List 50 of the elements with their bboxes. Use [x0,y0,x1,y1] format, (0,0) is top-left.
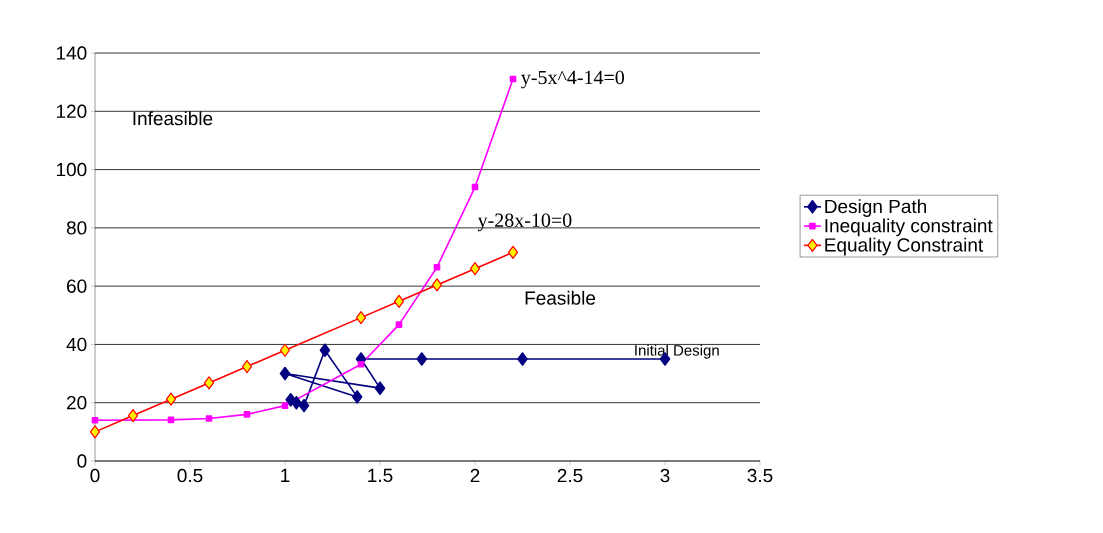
y-tick-label: 80 [66,221,87,235]
y-tick-label: 20 [67,395,87,410]
y-tick-label: 120 [56,104,87,119]
annotation: y-28x-10=0 [477,213,572,232]
point [517,352,528,366]
x-tick-label: 3 [660,468,670,483]
point [357,360,365,368]
point [279,366,291,381]
point [374,381,386,395]
legend-label: Design Path [825,199,927,217]
point [281,402,289,409]
point [205,415,213,422]
x-tick-label: 0 [90,468,100,483]
point [285,393,296,407]
point [298,398,310,413]
y-tick-label: 40 [66,337,87,352]
point [355,311,367,325]
point [469,262,481,276]
annotation: Feasible [525,290,596,305]
point [431,278,443,292]
annotation: Infeasible [133,111,213,126]
x-tick-label: 0.5 [177,468,203,483]
y-tick-label: 140 [56,46,87,60]
point [127,408,139,423]
point [89,425,101,439]
legend-label: Equality Constraint [825,237,984,256]
point [243,411,251,418]
point [433,263,441,271]
point [395,321,403,328]
y-tick-label: 100 [56,162,87,177]
point [241,359,253,374]
point [319,343,331,358]
annotation: Initial Design [635,344,719,359]
point [165,392,177,406]
x-tick-label: 3.5 [747,468,773,483]
y-tick-label: 0 [77,454,87,468]
point [351,390,363,404]
legend-label: Inequality constraint [825,218,993,237]
y-tick-label: 60 [67,279,87,293]
point [203,376,215,390]
x-tick-label: 1.5 [368,468,393,483]
annotation: y-5x^4-14=0 [521,70,625,89]
x-tick-label: 2.5 [557,468,583,483]
point [279,343,291,357]
point [416,352,428,366]
point [507,245,519,259]
point [393,294,405,308]
x-tick-label: 1 [281,468,290,482]
point [91,416,99,424]
x-tick-label: 2 [470,468,480,483]
